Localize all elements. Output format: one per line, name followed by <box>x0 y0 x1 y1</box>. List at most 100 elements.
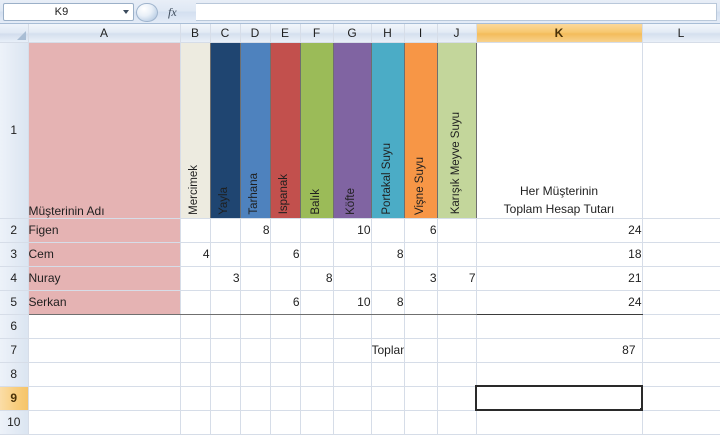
cell-L7[interactable] <box>642 338 720 363</box>
cell-J4[interactable]: 7 <box>437 266 477 291</box>
cell-A9[interactable] <box>28 386 181 411</box>
cell-L4[interactable] <box>642 266 720 291</box>
cell-G4[interactable] <box>333 266 372 291</box>
cell-F1-item-header[interactable]: Balık <box>300 42 334 219</box>
cell-E4[interactable] <box>270 266 301 291</box>
column-header-H[interactable]: H <box>371 24 405 43</box>
cell-E5[interactable]: 6 <box>270 290 301 315</box>
cell-D6[interactable] <box>240 314 271 339</box>
cell-C10[interactable] <box>210 410 241 435</box>
cell-I6[interactable] <box>404 314 438 339</box>
cell-D9[interactable] <box>240 386 271 411</box>
cell-H8[interactable] <box>371 362 405 387</box>
cell-K4-row-total[interactable]: 21 <box>475 266 643 291</box>
cell-C2[interactable] <box>210 217 241 243</box>
cell-D7[interactable] <box>240 338 271 363</box>
cell-F6[interactable] <box>300 314 334 339</box>
name-box[interactable]: K9 <box>3 3 134 21</box>
column-header-C[interactable]: C <box>210 24 241 43</box>
cell-J1-item-header[interactable]: Karışık Meyve Suyu <box>437 42 477 219</box>
cell-J2[interactable] <box>437 217 477 243</box>
cell-E6[interactable] <box>270 314 301 339</box>
cell-A6[interactable] <box>28 314 181 339</box>
row-header-4[interactable]: 4 <box>0 266 29 291</box>
cell-J9[interactable] <box>437 386 477 411</box>
cell-A10[interactable] <box>28 410 181 435</box>
spreadsheet-grid[interactable]: A B C D E F G H I J K L 1 Müşterinin Adı… <box>0 24 720 435</box>
cell-H9[interactable] <box>371 386 405 411</box>
cell-L3[interactable] <box>642 242 720 267</box>
cell-B2[interactable] <box>179 217 211 243</box>
cell-L1[interactable] <box>642 42 720 219</box>
cell-E7[interactable] <box>270 338 301 363</box>
cell-I10[interactable] <box>404 410 438 435</box>
cell-L6[interactable] <box>642 314 720 339</box>
row-header-2[interactable]: 2 <box>0 218 29 243</box>
cell-H4[interactable] <box>371 266 405 291</box>
cell-H10[interactable] <box>371 410 405 435</box>
column-header-K[interactable]: K <box>476 24 643 43</box>
column-header-L[interactable]: L <box>642 24 720 43</box>
cell-F7[interactable] <box>300 338 334 363</box>
cell-F2[interactable] <box>300 217 334 243</box>
cell-A4-customer-name[interactable]: Nuray <box>28 266 181 291</box>
cell-K2-row-total[interactable]: 24 <box>475 218 643 243</box>
cell-C8[interactable] <box>210 362 241 387</box>
cell-G1-item-header[interactable]: Köfte <box>333 42 372 219</box>
cell-H3[interactable]: 8 <box>371 242 405 267</box>
cell-B4[interactable] <box>179 266 211 291</box>
cell-I2[interactable]: 6 <box>404 217 438 243</box>
chevron-down-icon[interactable] <box>119 4 133 20</box>
cell-B1-item-header[interactable]: Mercimek <box>179 42 211 219</box>
cell-G6[interactable] <box>333 314 372 339</box>
cell-A2-customer-name[interactable]: Figen <box>28 218 181 243</box>
cell-K5-row-total[interactable]: 24 <box>475 290 643 315</box>
cell-F9[interactable] <box>300 386 334 411</box>
row-header-1[interactable]: 1 <box>0 42 29 219</box>
select-all-corner[interactable] <box>0 24 29 43</box>
cell-F8[interactable] <box>300 362 334 387</box>
cell-J8[interactable] <box>437 362 477 387</box>
cell-G2[interactable]: 10 <box>333 217 372 243</box>
cell-I8[interactable] <box>404 362 438 387</box>
column-header-E[interactable]: E <box>270 24 301 43</box>
fx-icon[interactable]: fx <box>168 4 177 19</box>
cell-G8[interactable] <box>333 362 372 387</box>
cell-I5[interactable] <box>404 290 438 315</box>
cell-C7[interactable] <box>210 338 241 363</box>
cell-H5[interactable]: 8 <box>371 290 405 315</box>
row-header-10[interactable]: 10 <box>0 410 29 435</box>
cell-D2[interactable]: 8 <box>240 217 271 243</box>
row-header-9[interactable]: 9 <box>0 386 29 411</box>
cell-B8[interactable] <box>180 362 211 387</box>
cell-H6[interactable] <box>371 314 405 339</box>
cell-E3[interactable]: 6 <box>270 242 301 267</box>
row-header-5[interactable]: 5 <box>0 290 29 315</box>
row-header-7[interactable]: 7 <box>0 338 29 363</box>
cell-H2[interactable] <box>371 217 405 243</box>
cell-H7-grand-total-label[interactable]: Toplam: <box>371 338 405 363</box>
cell-F4[interactable]: 8 <box>300 266 334 291</box>
cell-G5[interactable]: 10 <box>333 290 372 315</box>
cell-A1-name-header[interactable]: Müşterinin Adı <box>28 42 181 219</box>
column-header-G[interactable]: G <box>333 24 372 43</box>
formula-input[interactable] <box>196 3 717 21</box>
cell-I1-item-header[interactable]: Vişne Suyu <box>404 42 438 219</box>
cell-K8[interactable] <box>476 362 643 387</box>
cell-L2[interactable] <box>642 218 720 243</box>
cell-K3-row-total[interactable]: 18 <box>475 242 643 267</box>
cell-A5-customer-name[interactable]: Serkan <box>28 290 181 315</box>
cell-J3[interactable] <box>437 242 477 267</box>
row-header-3[interactable]: 3 <box>0 242 29 267</box>
cell-K6[interactable] <box>476 314 643 339</box>
cell-L10[interactable] <box>642 410 720 435</box>
cell-D10[interactable] <box>240 410 271 435</box>
cell-B3[interactable]: 4 <box>179 242 211 267</box>
cell-D3[interactable] <box>240 242 271 267</box>
cell-E10[interactable] <box>270 410 301 435</box>
cell-F3[interactable] <box>300 242 334 267</box>
column-header-D[interactable]: D <box>240 24 271 43</box>
cell-C6[interactable] <box>210 314 241 339</box>
cell-F10[interactable] <box>300 410 334 435</box>
cell-A3-customer-name[interactable]: Cem <box>28 242 181 267</box>
